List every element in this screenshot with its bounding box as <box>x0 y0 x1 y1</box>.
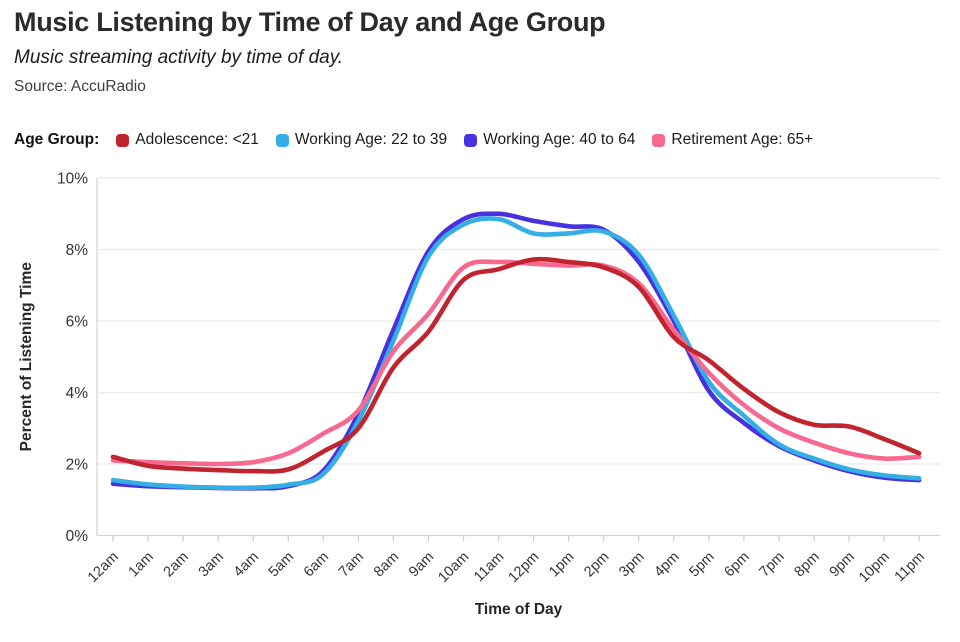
y-tick-label: 8% <box>66 242 89 259</box>
series-line-1 <box>110 216 922 491</box>
x-tick-label: 9pm <box>827 549 858 580</box>
legend-swatch-working-22-39 <box>275 133 289 147</box>
legend-label: Working Age: 40 to 64 <box>483 131 636 148</box>
legend-item-retirement: Retirement Age: 65+ <box>652 131 813 149</box>
x-tick-label: 8am <box>371 549 402 580</box>
y-tick-label: 4% <box>66 385 89 402</box>
legend-swatch-adolescence <box>116 133 130 147</box>
y-tick-label: 0% <box>66 528 89 545</box>
legend-title: Age Group: <box>14 131 100 148</box>
x-tick-label: 12pm <box>505 549 542 586</box>
x-tick-label: 11am <box>471 549 507 585</box>
legend-item-adolescence: Adolescence: <21 <box>116 131 259 149</box>
chart-header: Music Listening by Time of Day and Age G… <box>14 6 944 96</box>
x-tick-label: 3pm <box>616 549 647 580</box>
x-tick-label: 7pm <box>757 549 788 580</box>
legend-swatch-retirement <box>652 133 666 147</box>
series-line-2 <box>110 211 922 491</box>
legend-swatch-working-40-64 <box>464 133 478 147</box>
chart-subtitle: Music streaming activity by time of day. <box>14 46 344 68</box>
x-tick-label: 11pm <box>892 549 928 585</box>
legend: Age Group: Adolescence: <21 Working Age:… <box>14 131 813 149</box>
x-tick-label: 7am <box>336 549 367 580</box>
x-tick-label: 2pm <box>581 549 612 580</box>
x-tick-label: 9am <box>406 549 437 580</box>
legend-label: Adolescence: <21 <box>135 131 259 148</box>
x-tick-label: 3am <box>196 549 227 580</box>
y-axis-title: Percent of Listening Time <box>18 262 35 452</box>
x-tick-label: 10pm <box>856 549 893 586</box>
source-note: Source: AccuRadio <box>14 77 146 95</box>
x-tick-label: 1pm <box>546 549 577 580</box>
x-tick-label: 8pm <box>792 549 823 580</box>
x-axis-title: Time of Day <box>475 601 563 618</box>
x-tick-label: 10am <box>435 549 472 586</box>
x-tick-label: 6am <box>301 549 332 580</box>
x-tick-label: 6pm <box>721 549 752 580</box>
x-tick-label: 12am <box>85 549 122 586</box>
x-tick-label: 4pm <box>651 549 682 580</box>
legend-label: Retirement Age: 65+ <box>671 131 814 148</box>
page-title: Music Listening by Time of Day and Age G… <box>14 7 606 37</box>
x-tick-label: 5pm <box>686 549 717 580</box>
legend-item-working-40-64: Working Age: 40 to 64 <box>464 131 635 149</box>
y-tick-label: 10% <box>57 171 88 188</box>
x-tick-label: 2am <box>161 549 192 580</box>
legend-item-working-22-39: Working Age: 22 to 39 <box>275 131 448 149</box>
x-tick-label: 4am <box>231 549 262 580</box>
series-line-0 <box>110 256 922 474</box>
y-tick-label: 6% <box>66 314 89 331</box>
x-tick-label: 1am <box>126 549 157 580</box>
series-line-3 <box>110 259 922 467</box>
legend-label: Working Age: 22 to 39 <box>294 131 448 148</box>
x-tick-label: 5am <box>266 549 297 580</box>
y-tick-label: 2% <box>66 457 89 474</box>
